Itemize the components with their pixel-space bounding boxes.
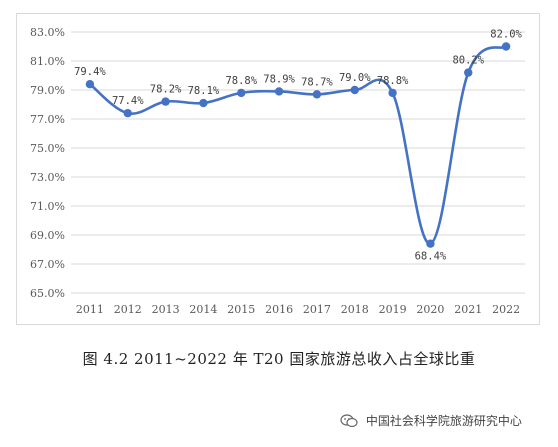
data-label: 78.2% xyxy=(150,84,182,96)
x-tick-label: 2021 xyxy=(454,303,482,316)
x-tick-label: 2018 xyxy=(341,303,369,316)
data-label: 80.2% xyxy=(452,55,484,67)
data-label: 78.7% xyxy=(301,76,333,88)
data-point xyxy=(85,80,95,89)
data-point xyxy=(199,98,208,108)
chart-frame: 65.0% 67.0% 69.0% 71.0% 73.0% 75.0% 77.0% 79.0%… xyxy=(16,13,540,325)
data-point xyxy=(237,88,246,98)
y-tick-label: 67.0% xyxy=(30,258,65,271)
data-point xyxy=(350,85,359,95)
data-point xyxy=(274,87,284,96)
data-label: 82.0% xyxy=(490,29,522,41)
data-label: 78.9% xyxy=(263,73,295,85)
x-tick-label: 2017 xyxy=(303,303,331,316)
data-point xyxy=(388,88,397,98)
y-tick-label: 73.0% xyxy=(30,171,65,184)
x-tick-label: 2022 xyxy=(492,303,520,316)
data-label: 68.4% xyxy=(415,251,447,263)
data-label: 79.4% xyxy=(74,66,106,78)
y-tick-label: 65.0% xyxy=(30,287,65,300)
x-tick-label: 2014 xyxy=(189,303,217,316)
series-line xyxy=(89,45,507,245)
line-chart: 65.0% 67.0% 69.0% 71.0% 73.0% 75.0% 77.0% 79.0%… xyxy=(30,26,525,316)
data-point xyxy=(312,90,322,99)
data-point xyxy=(161,97,170,106)
data-point xyxy=(464,68,473,77)
wechat-icon xyxy=(340,413,358,427)
watermark-text: 中国社会科学院旅游研究中心 xyxy=(365,414,522,428)
x-tick-label: 2020 xyxy=(416,303,444,316)
figure-caption: 图 4.2 2011~2022 年 T20 国家旅游总收入占全球比重 xyxy=(82,350,476,368)
y-tick-label: 71.0% xyxy=(30,200,65,213)
data-point xyxy=(501,42,511,51)
watermark: 中国社会科学院旅游研究中心 xyxy=(340,412,555,432)
data-label: 78.8% xyxy=(377,75,409,87)
data-label: 79.0% xyxy=(339,72,371,84)
y-tick-label: 77.0% xyxy=(30,113,65,126)
x-tick-label: 2016 xyxy=(265,303,293,316)
data-label: 78.1% xyxy=(188,85,220,97)
x-tick-label: 2019 xyxy=(379,303,407,316)
x-tick-label: 2013 xyxy=(152,303,180,316)
y-tick-label: 75.0% xyxy=(30,142,65,155)
x-tick-label: 2011 xyxy=(76,303,104,316)
y-tick-label: 69.0% xyxy=(30,229,65,242)
x-tick-label: 2012 xyxy=(114,303,142,316)
y-tick-label: 83.0% xyxy=(30,26,65,39)
data-label: 78.8% xyxy=(225,75,257,87)
y-tick-label: 79.0% xyxy=(30,84,65,97)
data-label: 77.4% xyxy=(112,95,144,107)
data-point xyxy=(123,109,132,118)
data-point xyxy=(426,239,435,248)
x-tick-label: 2015 xyxy=(227,303,255,316)
y-tick-label: 81.0% xyxy=(30,55,65,68)
